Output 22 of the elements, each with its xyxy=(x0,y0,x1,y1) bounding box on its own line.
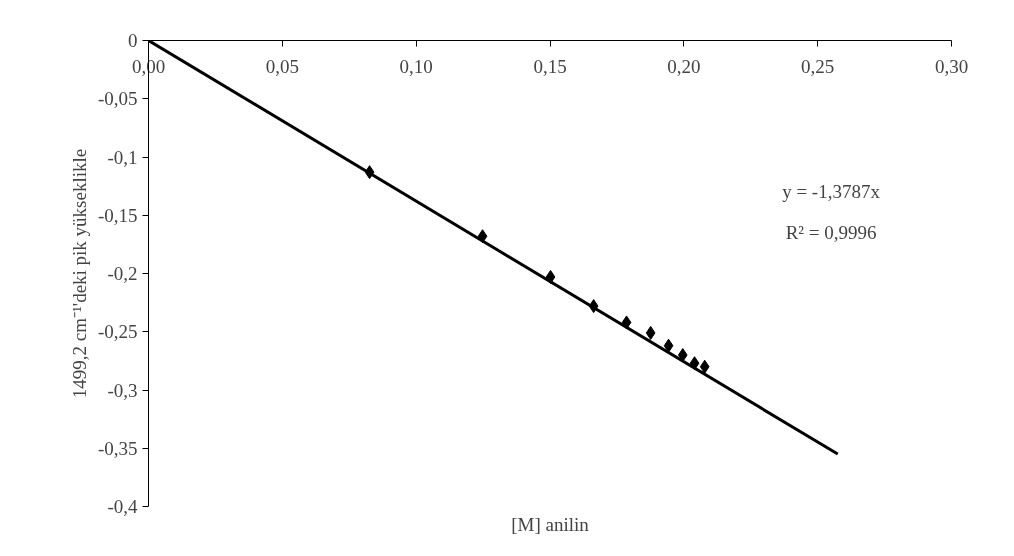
x-tick-label: 0,20 xyxy=(667,55,701,77)
y-tick-label: -0,25 xyxy=(97,321,138,343)
y-tick-label: -0,3 xyxy=(107,379,138,401)
y-axis-title: 1499,2 cm⁻¹'deki pik yükseklikle xyxy=(68,148,90,399)
x-tick-label: 0,25 xyxy=(801,55,835,77)
y-tick-label: -0,35 xyxy=(97,437,138,459)
y-tick-label: -0,1 xyxy=(107,146,138,168)
x-tick-label: 0,15 xyxy=(533,55,567,77)
y-tick-label: -0,05 xyxy=(97,88,138,110)
point xyxy=(699,359,710,374)
annotation: R² = 0,9996 xyxy=(785,222,877,244)
y-tick-label: -0,4 xyxy=(107,496,138,517)
y-tick-label: -0,2 xyxy=(107,263,138,284)
point xyxy=(663,338,674,353)
point xyxy=(645,325,656,340)
x-tick-label: 0,30 xyxy=(934,55,969,77)
x-axis-title: [M] anilin xyxy=(511,513,590,535)
y-tick-label: 0 xyxy=(128,30,138,51)
x-tick-label: 0,10 xyxy=(399,55,433,77)
annotation: y = -1,3787x xyxy=(782,181,881,203)
x-tick-label: 0,05 xyxy=(265,55,299,77)
y-tick-label: -0,15 xyxy=(97,204,138,226)
